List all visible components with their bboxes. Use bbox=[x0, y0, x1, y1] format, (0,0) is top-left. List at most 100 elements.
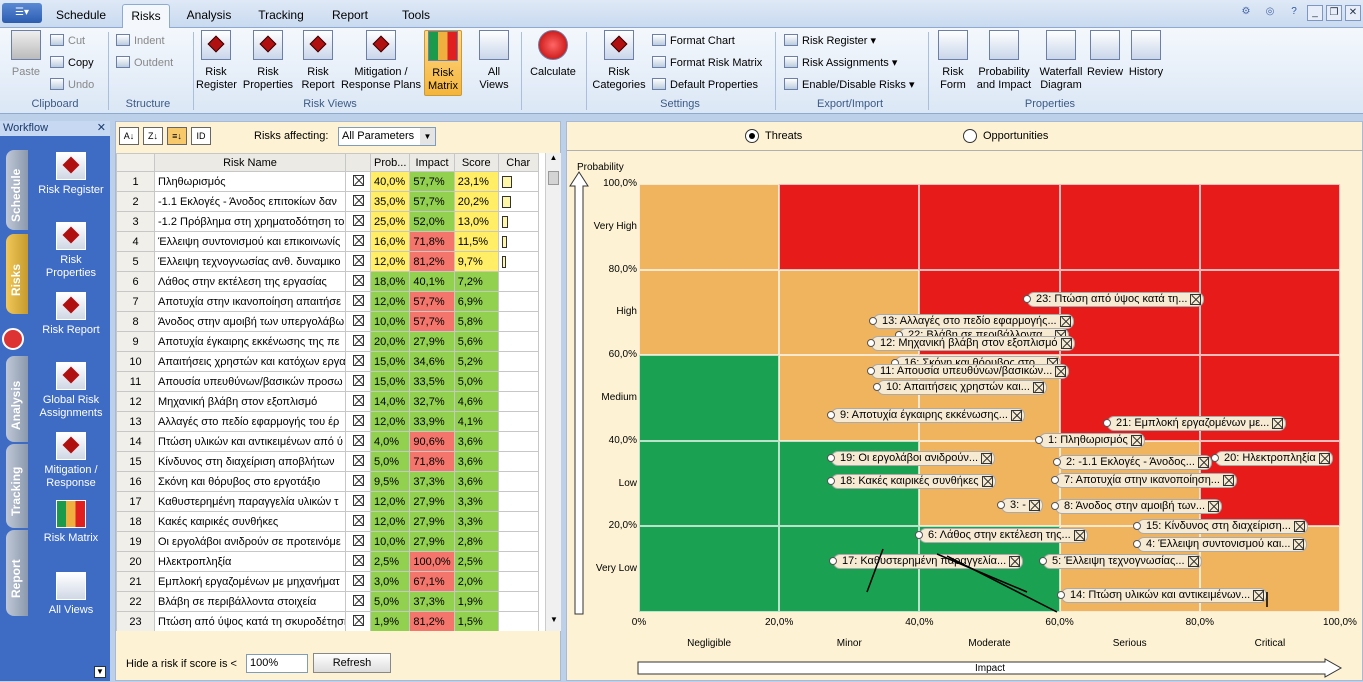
format-risk-matrix-button[interactable]: Format Risk Matrix bbox=[652, 54, 762, 72]
threats-radio[interactable] bbox=[745, 129, 759, 143]
format-chart-button[interactable]: Format Chart bbox=[652, 32, 735, 50]
row-id[interactable]: 23 bbox=[116, 611, 155, 631]
risk-label-checkbox[interactable] bbox=[1059, 316, 1071, 327]
risk-name-cell[interactable]: -1.1 Εκλογές - Άνοδος επιτοκίων δαν bbox=[154, 191, 346, 212]
risk-label[interactable]: 7: Αποτυχία στην ικανοποίηση... bbox=[1051, 473, 1237, 488]
probability-cell[interactable]: 10,0% bbox=[369, 311, 411, 332]
risk-label[interactable]: 3: - bbox=[997, 498, 1043, 513]
risk-name-cell[interactable]: -1.2 Πρόβλημα στη χρηματοδότηση τοι bbox=[154, 211, 346, 232]
impact-cell[interactable]: 27,9% bbox=[409, 511, 455, 532]
enabled-checkbox[interactable] bbox=[345, 531, 371, 552]
score-cell[interactable]: 9,7% bbox=[453, 251, 499, 272]
enabled-checkbox[interactable] bbox=[345, 351, 371, 372]
impact-cell[interactable]: 90,6% bbox=[409, 431, 455, 452]
risk-label[interactable]: 6: Λάθος στην εκτέλεση της... bbox=[915, 528, 1088, 543]
risk-label-checkbox[interactable] bbox=[1073, 530, 1085, 541]
risk-form-button[interactable]: Risk Form bbox=[934, 30, 972, 92]
row-id[interactable]: 22 bbox=[116, 591, 155, 612]
score-cell[interactable]: 1,9% bbox=[453, 591, 499, 612]
impact-cell[interactable]: 37,3% bbox=[409, 471, 455, 492]
table-row[interactable]: 1 Πληθωρισμός 40,0% 57,7% 23,1% bbox=[116, 171, 539, 192]
impact-cell[interactable]: 57,7% bbox=[409, 311, 455, 332]
table-row[interactable]: 10 Απαιτήσεις χρηστών και κατόχων εργα 15,… bbox=[116, 351, 539, 372]
undo-button[interactable]: Undo bbox=[50, 76, 94, 94]
impact-cell[interactable]: 57,7% bbox=[409, 291, 455, 312]
impact-cell[interactable]: 32,7% bbox=[409, 391, 455, 412]
risk-categories-button[interactable]: Risk Categories bbox=[590, 30, 648, 92]
probability-impact-button[interactable]: Probability and Impact bbox=[974, 30, 1034, 92]
risk-label-checkbox[interactable] bbox=[1028, 500, 1040, 511]
row-id[interactable]: 9 bbox=[116, 331, 155, 352]
risk-name-cell[interactable]: Πτώση από ύψος κατά τη σκυροδέτηση bbox=[154, 611, 346, 631]
cut-button[interactable]: Cut bbox=[50, 32, 85, 50]
risk-label[interactable]: 1: Πληθωρισμός bbox=[1035, 433, 1145, 448]
table-row[interactable]: 4 Έλλειψη συντονισμού και επικοινωνίς 16,0… bbox=[116, 231, 539, 252]
table-row[interactable]: 18 Κακές καιρικές συνθήκες 12,0% 27,9% 3,3% bbox=[116, 511, 539, 532]
enabled-checkbox[interactable] bbox=[345, 371, 371, 392]
table-row[interactable]: 5 Έλλειψη τεχνογνωσίας ανθ. δυναμικο 12,0%… bbox=[116, 251, 539, 272]
table-row[interactable]: 14 Πτώση υλικών και αντικειμένων από ύ 4,0… bbox=[116, 431, 539, 452]
risk-name-cell[interactable]: Άνοδος στην αμοιβή των υπεργολάβω bbox=[154, 311, 346, 332]
risk-name-cell[interactable]: Λάθος στην εκτέλεση της εργασίας bbox=[154, 271, 346, 292]
outdent-button[interactable]: Outdent bbox=[116, 54, 173, 72]
risk-point[interactable] bbox=[1103, 419, 1111, 427]
risk-point[interactable] bbox=[1133, 540, 1141, 548]
vtab-analysis[interactable]: Analysis bbox=[6, 356, 28, 442]
row-id[interactable]: 21 bbox=[116, 571, 155, 592]
score-cell[interactable]: 3,6% bbox=[453, 451, 499, 472]
minimize-icon[interactable]: _ bbox=[1307, 5, 1323, 21]
risk-label-checkbox[interactable] bbox=[1253, 590, 1265, 601]
risk-label[interactable]: 19: Οι εργολάβοι ανιδρούν... bbox=[827, 451, 996, 466]
row-id[interactable]: 13 bbox=[116, 411, 155, 432]
table-row[interactable]: 2 -1.1 Εκλογές - Άνοδος επιτοκίων δαν 35,0… bbox=[116, 191, 539, 212]
risk-point[interactable] bbox=[867, 339, 875, 347]
enabled-checkbox[interactable] bbox=[345, 211, 371, 232]
enabled-checkbox[interactable] bbox=[345, 551, 371, 572]
risk-name-cell[interactable]: Ηλεκτροπληξία bbox=[154, 551, 346, 572]
risk-name-cell[interactable]: Καθυστερημένη παραγγελία υλικών τ bbox=[154, 491, 346, 512]
risk-label[interactable]: 12: Μηχανική βλάβη στον εξοπλισμό bbox=[867, 336, 1075, 351]
impact-cell[interactable]: 33,9% bbox=[409, 411, 455, 432]
enabled-checkbox[interactable] bbox=[345, 571, 371, 592]
probability-cell[interactable]: 12,0% bbox=[369, 491, 411, 512]
risk-label[interactable]: 2: -1.1 Εκλογές - Άνοδος... bbox=[1053, 455, 1212, 470]
score-cell[interactable]: 20,2% bbox=[453, 191, 499, 212]
risk-point[interactable] bbox=[1051, 502, 1059, 510]
impact-cell[interactable]: 34,6% bbox=[409, 351, 455, 372]
enabled-checkbox[interactable] bbox=[345, 491, 371, 512]
impact-cell[interactable]: 27,9% bbox=[409, 531, 455, 552]
chevron-down-icon[interactable]: ▼ bbox=[94, 666, 106, 678]
risk-label-checkbox[interactable] bbox=[1187, 556, 1199, 567]
tab-risks[interactable]: Risks bbox=[122, 4, 170, 28]
copy-button[interactable]: Copy bbox=[50, 54, 94, 72]
enabled-checkbox[interactable] bbox=[345, 431, 371, 452]
risk-point[interactable] bbox=[1035, 436, 1043, 444]
score-cell[interactable]: 6,9% bbox=[453, 291, 499, 312]
row-id[interactable]: 8 bbox=[116, 311, 155, 332]
risk-label-checkbox[interactable] bbox=[1272, 418, 1284, 429]
chevron-up-icon[interactable]: ▲ bbox=[549, 153, 558, 162]
header-impact[interactable]: Impact bbox=[409, 153, 455, 172]
header-id[interactable] bbox=[116, 153, 155, 172]
table-scrollbar[interactable]: ▲ ▼ bbox=[545, 153, 561, 631]
risk-point[interactable] bbox=[1211, 454, 1219, 462]
probability-cell[interactable]: 12,0% bbox=[369, 291, 411, 312]
row-id[interactable]: 4 bbox=[116, 231, 155, 252]
vtab-risks[interactable]: Risks bbox=[6, 234, 28, 314]
sort-desc-icon[interactable]: Z↓ bbox=[143, 127, 163, 145]
risk-point[interactable] bbox=[827, 411, 835, 419]
vtab-schedule[interactable]: Schedule bbox=[6, 150, 28, 230]
risk-name-cell[interactable]: Αποτυχία έγκαιρης εκκένωσης της πε bbox=[154, 331, 346, 352]
table-row[interactable]: 6 Λάθος στην εκτέλεση της εργασίας 18,0% 40… bbox=[116, 271, 539, 292]
risk-name-cell[interactable]: Εμπλοκή εργαζομένων με μηχανήματ bbox=[154, 571, 346, 592]
risk-point[interactable] bbox=[1051, 476, 1059, 484]
risk-point[interactable] bbox=[997, 501, 1005, 509]
wf-global-risk-assignments[interactable]: Global Risk Assignments bbox=[32, 362, 110, 420]
risk-point[interactable] bbox=[869, 317, 877, 325]
risk-point[interactable] bbox=[873, 383, 881, 391]
probability-cell[interactable]: 12,0% bbox=[369, 511, 411, 532]
row-id[interactable]: 15 bbox=[116, 451, 155, 472]
risk-properties-button[interactable]: Risk Properties bbox=[240, 30, 296, 92]
probability-cell[interactable]: 12,0% bbox=[369, 411, 411, 432]
risk-label-checkbox[interactable] bbox=[1055, 366, 1067, 377]
